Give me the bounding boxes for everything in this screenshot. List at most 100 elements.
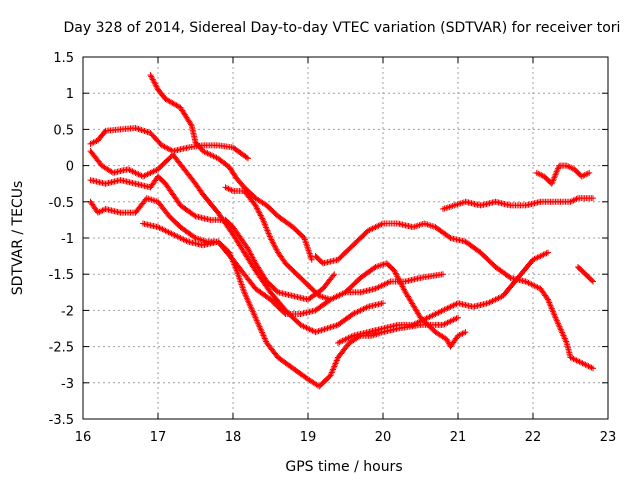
y-tick-label: -2.5 [49,341,74,356]
data-marker [257,326,264,333]
data-marker [241,289,248,296]
data-marker [251,313,258,320]
data-marker [259,329,266,336]
series-12 [575,263,596,285]
series-3 [87,148,386,336]
data-marker [590,365,596,372]
axis-ticks: 16 17 18 19 20 21 22 23 1.5 1 0.5 0 -0.5 -1 -1.5 -2 -2.5… [49,51,617,445]
x-tick-label: 17 [150,430,167,445]
data-marker [545,249,551,256]
data-marker [553,316,560,323]
series-4 [87,173,338,303]
data-marker [255,322,262,329]
data-marker [559,329,566,336]
data-marker [243,293,250,300]
series-6 [140,220,446,318]
data-marker [250,310,257,317]
data-marker [255,320,262,327]
data-marker [246,301,253,308]
data-marker [446,234,453,241]
data-marker [101,129,108,136]
series-7 [222,184,469,350]
data-marker [256,323,263,330]
series-8 [312,220,596,372]
y-tick-label: 0 [66,160,74,175]
data-marker [167,146,174,153]
x-tick-label: 16 [75,430,92,445]
data-marker [247,304,254,311]
data-marker [380,300,386,307]
data-marker [557,325,564,332]
data-marker [308,256,315,263]
data-marker [244,296,251,303]
data-marker [191,234,198,241]
x-axis-label: GPS time / hours [285,459,402,475]
x-tick-label: 18 [225,430,242,445]
data-marker [165,145,172,152]
data-marker [561,335,568,342]
data-marker [241,290,248,297]
y-tick-label: -3 [61,377,74,392]
data-marker [273,288,280,295]
data-marker [243,295,250,302]
data-marker [253,316,260,323]
data-marker [158,142,165,149]
series-2 [87,124,251,162]
chart-title: Day 328 of 2014, Sidereal Day-to-day VTE… [64,20,621,36]
data-marker [259,331,266,338]
data-marker [253,317,260,324]
y-tick-label: -2 [61,304,74,319]
data-marker [586,169,593,176]
data-marker [590,195,596,202]
data-marker [330,272,337,279]
data-marker [440,271,446,278]
data-marker [245,155,251,162]
data-marker [261,334,268,341]
y-tick-label: -1 [61,232,74,247]
data-marker [562,336,569,343]
data-marker [245,299,252,306]
data-marker [555,320,562,327]
data-marker [160,143,167,150]
x-tick-label: 23 [600,430,617,445]
data-marker [252,314,259,321]
data-marker [162,144,169,151]
data-marker [561,334,568,341]
x-tick-label: 20 [375,430,392,445]
data-marker [161,143,168,150]
data-marker [563,338,570,345]
data-marker [555,322,562,329]
data-marker [556,323,563,330]
data-marker [191,212,198,219]
data-marker [243,154,250,161]
data-marker [242,292,249,299]
data-marker [462,329,469,336]
data-marker [371,264,378,271]
data-marker [258,328,265,335]
data-marker [559,331,566,338]
data-marker [588,277,595,284]
data-marker [506,273,513,280]
y-axis-label: SDTVAR / TECUs [10,181,26,296]
data-marker [251,311,258,318]
data-marker [187,121,194,128]
data-marker [557,326,564,333]
data-marker [248,305,255,312]
data-series [87,72,596,390]
data-marker [249,307,256,314]
data-marker [560,332,567,339]
data-marker [249,308,256,315]
data-marker [260,332,267,339]
data-marker [590,278,596,285]
y-tick-label: -0.5 [49,196,74,211]
x-tick-label: 22 [525,430,542,445]
data-marker [245,298,252,305]
data-marker [552,314,559,321]
y-tick-label: 0.5 [53,123,74,138]
series-9 [335,249,551,346]
x-tick-label: 21 [450,430,467,445]
data-marker [261,335,268,342]
data-marker [247,302,254,309]
